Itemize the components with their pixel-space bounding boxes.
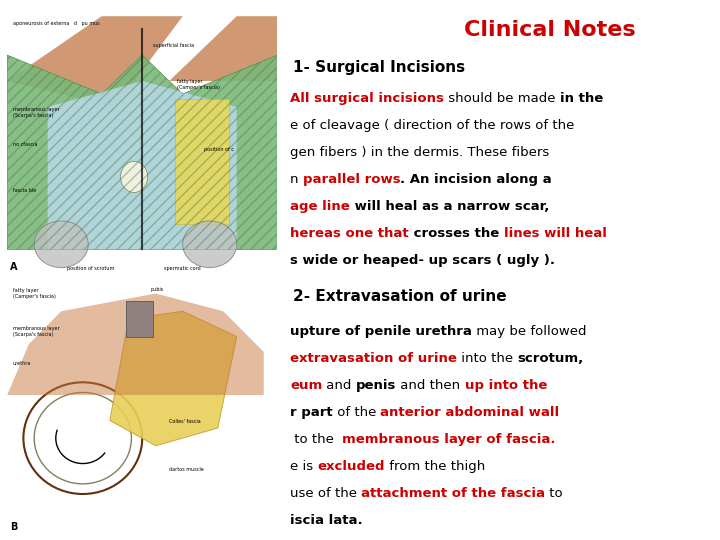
- Text: excluded: excluded: [318, 460, 385, 473]
- Polygon shape: [7, 55, 277, 249]
- Text: to: to: [545, 487, 563, 500]
- Text: fascia ble: fascia ble: [13, 188, 36, 193]
- Polygon shape: [48, 81, 237, 249]
- Polygon shape: [169, 16, 277, 81]
- Ellipse shape: [35, 221, 89, 268]
- Text: may be followed: may be followed: [472, 325, 586, 338]
- Text: All surgical incisions: All surgical incisions: [290, 92, 444, 105]
- Text: dartos muscle: dartos muscle: [169, 467, 204, 472]
- Text: parallel rows: parallel rows: [302, 173, 400, 186]
- Text: of the: of the: [333, 406, 380, 419]
- Polygon shape: [109, 311, 237, 446]
- Text: fatty layer
(Camper's fascia): fatty layer (Camper's fascia): [13, 288, 55, 299]
- Text: age line: age line: [290, 200, 350, 213]
- Text: superficial fascia: superficial fascia: [153, 43, 194, 48]
- Text: from the thigh: from the thigh: [385, 460, 485, 473]
- Text: crosses the: crosses the: [409, 227, 503, 240]
- Text: membranous layer
(Scarpa's fascia): membranous layer (Scarpa's fascia): [13, 327, 59, 338]
- Text: urethra: urethra: [13, 361, 31, 366]
- Text: n: n: [290, 173, 302, 186]
- Text: fatty layer
(Camper's fascia): fatty layer (Camper's fascia): [177, 79, 220, 90]
- Text: into the: into the: [457, 352, 517, 365]
- Bar: [126, 301, 153, 336]
- Text: scrotum,: scrotum,: [517, 352, 583, 365]
- Text: r part: r part: [290, 406, 333, 419]
- Text: e of cleavage ( direction of the rows of the: e of cleavage ( direction of the rows of…: [290, 119, 575, 132]
- Text: Clinical Notes: Clinical Notes: [464, 20, 636, 40]
- Polygon shape: [7, 16, 183, 107]
- Text: s wide or heaped- up scars ( ugly ).: s wide or heaped- up scars ( ugly ).: [290, 254, 555, 267]
- Text: Colles' fascia: Colles' fascia: [169, 419, 201, 424]
- Text: . An incision along a: . An incision along a: [400, 173, 552, 186]
- Text: membranous layer of fascia.: membranous layer of fascia.: [343, 433, 556, 446]
- Text: no cfascia: no cfascia: [13, 142, 37, 147]
- Text: and: and: [323, 379, 356, 392]
- Text: pubis: pubis: [150, 287, 163, 292]
- Text: hereas one that: hereas one that: [290, 227, 409, 240]
- Text: B: B: [10, 522, 17, 531]
- Text: and then: and then: [396, 379, 464, 392]
- Text: use of the: use of the: [290, 487, 361, 500]
- Text: e is: e is: [290, 460, 318, 473]
- Text: attachment of the fascia: attachment of the fascia: [361, 487, 545, 500]
- Ellipse shape: [183, 221, 237, 268]
- Text: eum: eum: [290, 379, 323, 392]
- Text: should be made: should be made: [444, 92, 559, 105]
- Text: spermatic cord: spermatic cord: [163, 266, 201, 271]
- Text: up into the: up into the: [464, 379, 547, 392]
- Text: penis: penis: [356, 379, 396, 392]
- Polygon shape: [7, 294, 264, 395]
- Text: to the: to the: [290, 433, 343, 446]
- Text: 2- Extravasation of urine: 2- Extravasation of urine: [293, 289, 507, 304]
- Text: aponeurosis of externa   d   pu mus: aponeurosis of externa d pu mus: [13, 22, 99, 26]
- Text: will heal as a narrow scar,: will heal as a narrow scar,: [350, 200, 549, 213]
- Text: in the: in the: [559, 92, 603, 105]
- Text: position of c: position of c: [204, 147, 234, 152]
- Text: extravasation of urine: extravasation of urine: [290, 352, 457, 365]
- Text: gen fibers ) in the dermis. These fibers: gen fibers ) in the dermis. These fibers: [290, 146, 549, 159]
- Ellipse shape: [121, 161, 148, 192]
- Text: upture of penile urethra: upture of penile urethra: [290, 325, 472, 338]
- Text: membranous layer
(Scarpa's fascia): membranous layer (Scarpa's fascia): [13, 107, 59, 118]
- Text: lines will heal: lines will heal: [503, 227, 606, 240]
- Text: position of scrotum: position of scrotum: [66, 266, 114, 271]
- Polygon shape: [174, 99, 228, 224]
- Text: A: A: [10, 262, 17, 272]
- Text: 1- Surgical Incisions: 1- Surgical Incisions: [293, 60, 465, 75]
- Text: anterior abdominal wall: anterior abdominal wall: [380, 406, 559, 419]
- Text: iscia lata.: iscia lata.: [290, 514, 363, 527]
